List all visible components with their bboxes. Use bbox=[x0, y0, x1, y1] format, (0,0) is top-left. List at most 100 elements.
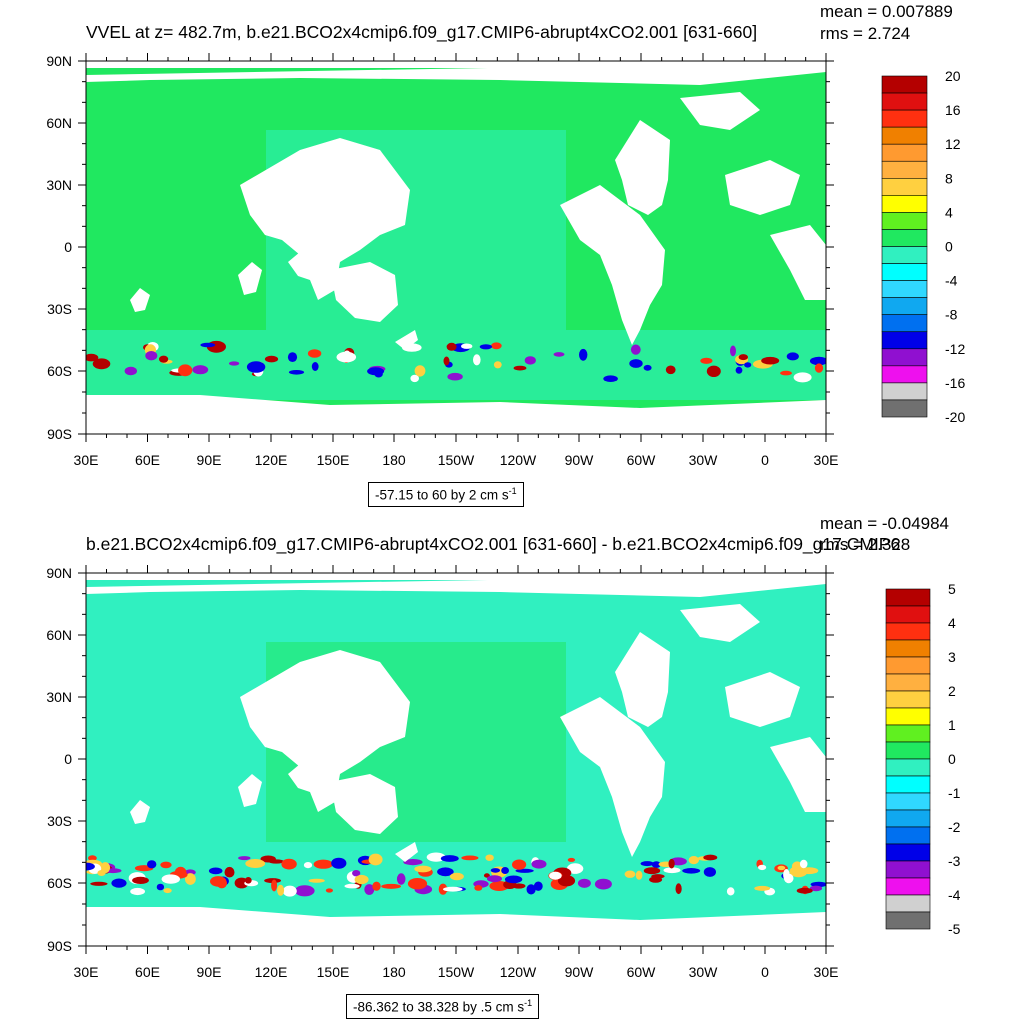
colorbar-label: -4 bbox=[948, 887, 961, 903]
colorbar-label: 20 bbox=[945, 68, 961, 84]
x-tick-label: 30W bbox=[689, 452, 719, 468]
land-mask bbox=[288, 764, 318, 792]
bottom-mean-text: mean = -0.04984 bbox=[820, 514, 950, 533]
top-map-axes: 30E 60E 90E 120E 150E 180 150W 120W 90W 60W 30W 0 30… bbox=[46, 53, 838, 468]
colorbar-swatch bbox=[885, 588, 931, 607]
colorbar-swatch bbox=[881, 348, 928, 367]
x-tick-label: 30E bbox=[74, 964, 99, 980]
land-mask bbox=[238, 262, 262, 295]
colorbar-swatch bbox=[881, 143, 928, 162]
y-tick-label: 90S bbox=[47, 426, 72, 442]
eddy-mark bbox=[735, 366, 743, 374]
colorbar-swatch bbox=[885, 656, 931, 675]
eddy-mark bbox=[688, 856, 699, 865]
top-range-unit-exp: -1 bbox=[508, 486, 517, 496]
land-mask bbox=[240, 650, 410, 812]
eddy-mark bbox=[780, 370, 792, 376]
land-mask bbox=[330, 262, 398, 322]
eddy-mark bbox=[665, 365, 676, 375]
eddy-mark bbox=[111, 878, 127, 888]
eddy-mark bbox=[461, 855, 479, 861]
colorbar-swatch bbox=[885, 758, 931, 777]
eddy-mark bbox=[208, 867, 223, 875]
eddy-mark bbox=[159, 355, 169, 363]
eddy-mark bbox=[786, 352, 799, 361]
eddy-mark bbox=[703, 867, 717, 877]
y-tick-label: 30S bbox=[47, 813, 72, 829]
colorbar-swatch bbox=[885, 877, 931, 896]
top-mean-text: mean = 0.007889 bbox=[820, 2, 953, 21]
eddy-mark bbox=[303, 862, 313, 869]
land-mask bbox=[770, 737, 826, 812]
colorbar-label: -2 bbox=[948, 819, 961, 835]
eddy-mark bbox=[352, 870, 361, 877]
x-tick-label: 60W bbox=[627, 964, 657, 980]
eddy-mark bbox=[799, 867, 819, 875]
y-tick-label: 90S bbox=[47, 938, 72, 954]
eddy-mark bbox=[675, 883, 682, 895]
eddy-mark bbox=[446, 342, 457, 351]
x-tick-label: 30E bbox=[814, 964, 839, 980]
colorbar-swatch bbox=[881, 195, 928, 213]
colorbar-swatch bbox=[881, 126, 928, 145]
x-tick-label: 90E bbox=[197, 964, 222, 980]
eddy-mark bbox=[461, 343, 473, 349]
bottom-range-label: -86.362 to 38.328 by .5 cm s-1 bbox=[346, 994, 540, 1019]
land-mask bbox=[288, 252, 318, 280]
eddy-mark bbox=[307, 349, 322, 358]
colorbar-label: 5 bbox=[948, 581, 956, 597]
y-tick-label: 90N bbox=[46, 53, 72, 69]
eddy-mark bbox=[200, 342, 216, 348]
eddy-mark bbox=[414, 865, 432, 873]
x-tick-label: 0 bbox=[761, 452, 769, 468]
southern-ocean-band bbox=[86, 330, 826, 400]
eddy-mark bbox=[630, 344, 641, 355]
eddy-mark bbox=[216, 878, 227, 889]
eddy-mark bbox=[86, 353, 99, 362]
bottom-range-text: -86.362 to 38.328 by .5 cm s bbox=[353, 999, 525, 1015]
x-tick-label: 150W bbox=[438, 964, 475, 980]
eddy-mark bbox=[281, 858, 297, 870]
top-range-text: -57.15 to 60 by 2 cm s bbox=[375, 487, 509, 503]
colorbar-swatch bbox=[881, 178, 928, 196]
eddy-mark bbox=[313, 859, 333, 869]
colorbar-swatch bbox=[885, 690, 931, 709]
eddy-mark bbox=[567, 857, 576, 862]
eddy-mark bbox=[238, 856, 251, 861]
eddy-mark bbox=[799, 859, 808, 869]
bottom-map-title: b.e21.BCO2x4cmip6.f09_g17.CMIP6-abrupt4x… bbox=[86, 534, 901, 554]
eddy-mark bbox=[504, 875, 523, 884]
land-mask bbox=[130, 800, 150, 824]
colorbar-swatch bbox=[885, 911, 931, 930]
x-tick-label: 150E bbox=[317, 452, 350, 468]
land-mask bbox=[86, 395, 826, 434]
colorbar-label: 8 bbox=[945, 170, 953, 186]
eddy-mark bbox=[145, 351, 158, 361]
eddy-mark bbox=[754, 885, 771, 891]
land-mask bbox=[680, 604, 760, 642]
eddy-mark bbox=[643, 867, 661, 875]
x-tick-label: 90W bbox=[565, 452, 595, 468]
eddy-mark bbox=[777, 865, 786, 871]
top-map-svg: 30E 60E 90E 120E 150E 180 150W 120W 90W 60W 30W 0 30… bbox=[46, 53, 965, 468]
y-tick-label: 60N bbox=[46, 115, 72, 131]
eddy-mark bbox=[809, 356, 826, 366]
y-tick-label: 0 bbox=[64, 751, 72, 767]
colorbar-label: -16 bbox=[945, 375, 965, 391]
eddy-mark bbox=[178, 364, 193, 377]
eddy-mark bbox=[147, 860, 157, 869]
eddy-mark bbox=[184, 869, 196, 876]
colorbar-label: -1 bbox=[948, 785, 961, 801]
eddy-mark bbox=[246, 361, 266, 373]
land-mask bbox=[86, 907, 826, 946]
colorbar-swatch bbox=[881, 263, 928, 281]
eddy-mark bbox=[282, 885, 297, 897]
eddy-mark bbox=[374, 370, 383, 378]
eddy-mark bbox=[163, 888, 172, 894]
eddy-mark bbox=[372, 881, 381, 891]
eddy-mark bbox=[473, 354, 481, 366]
eddy-mark bbox=[288, 370, 305, 375]
colorbar-label: 1 bbox=[948, 717, 956, 733]
land-mask bbox=[560, 185, 665, 345]
eddy-mark bbox=[336, 351, 357, 363]
